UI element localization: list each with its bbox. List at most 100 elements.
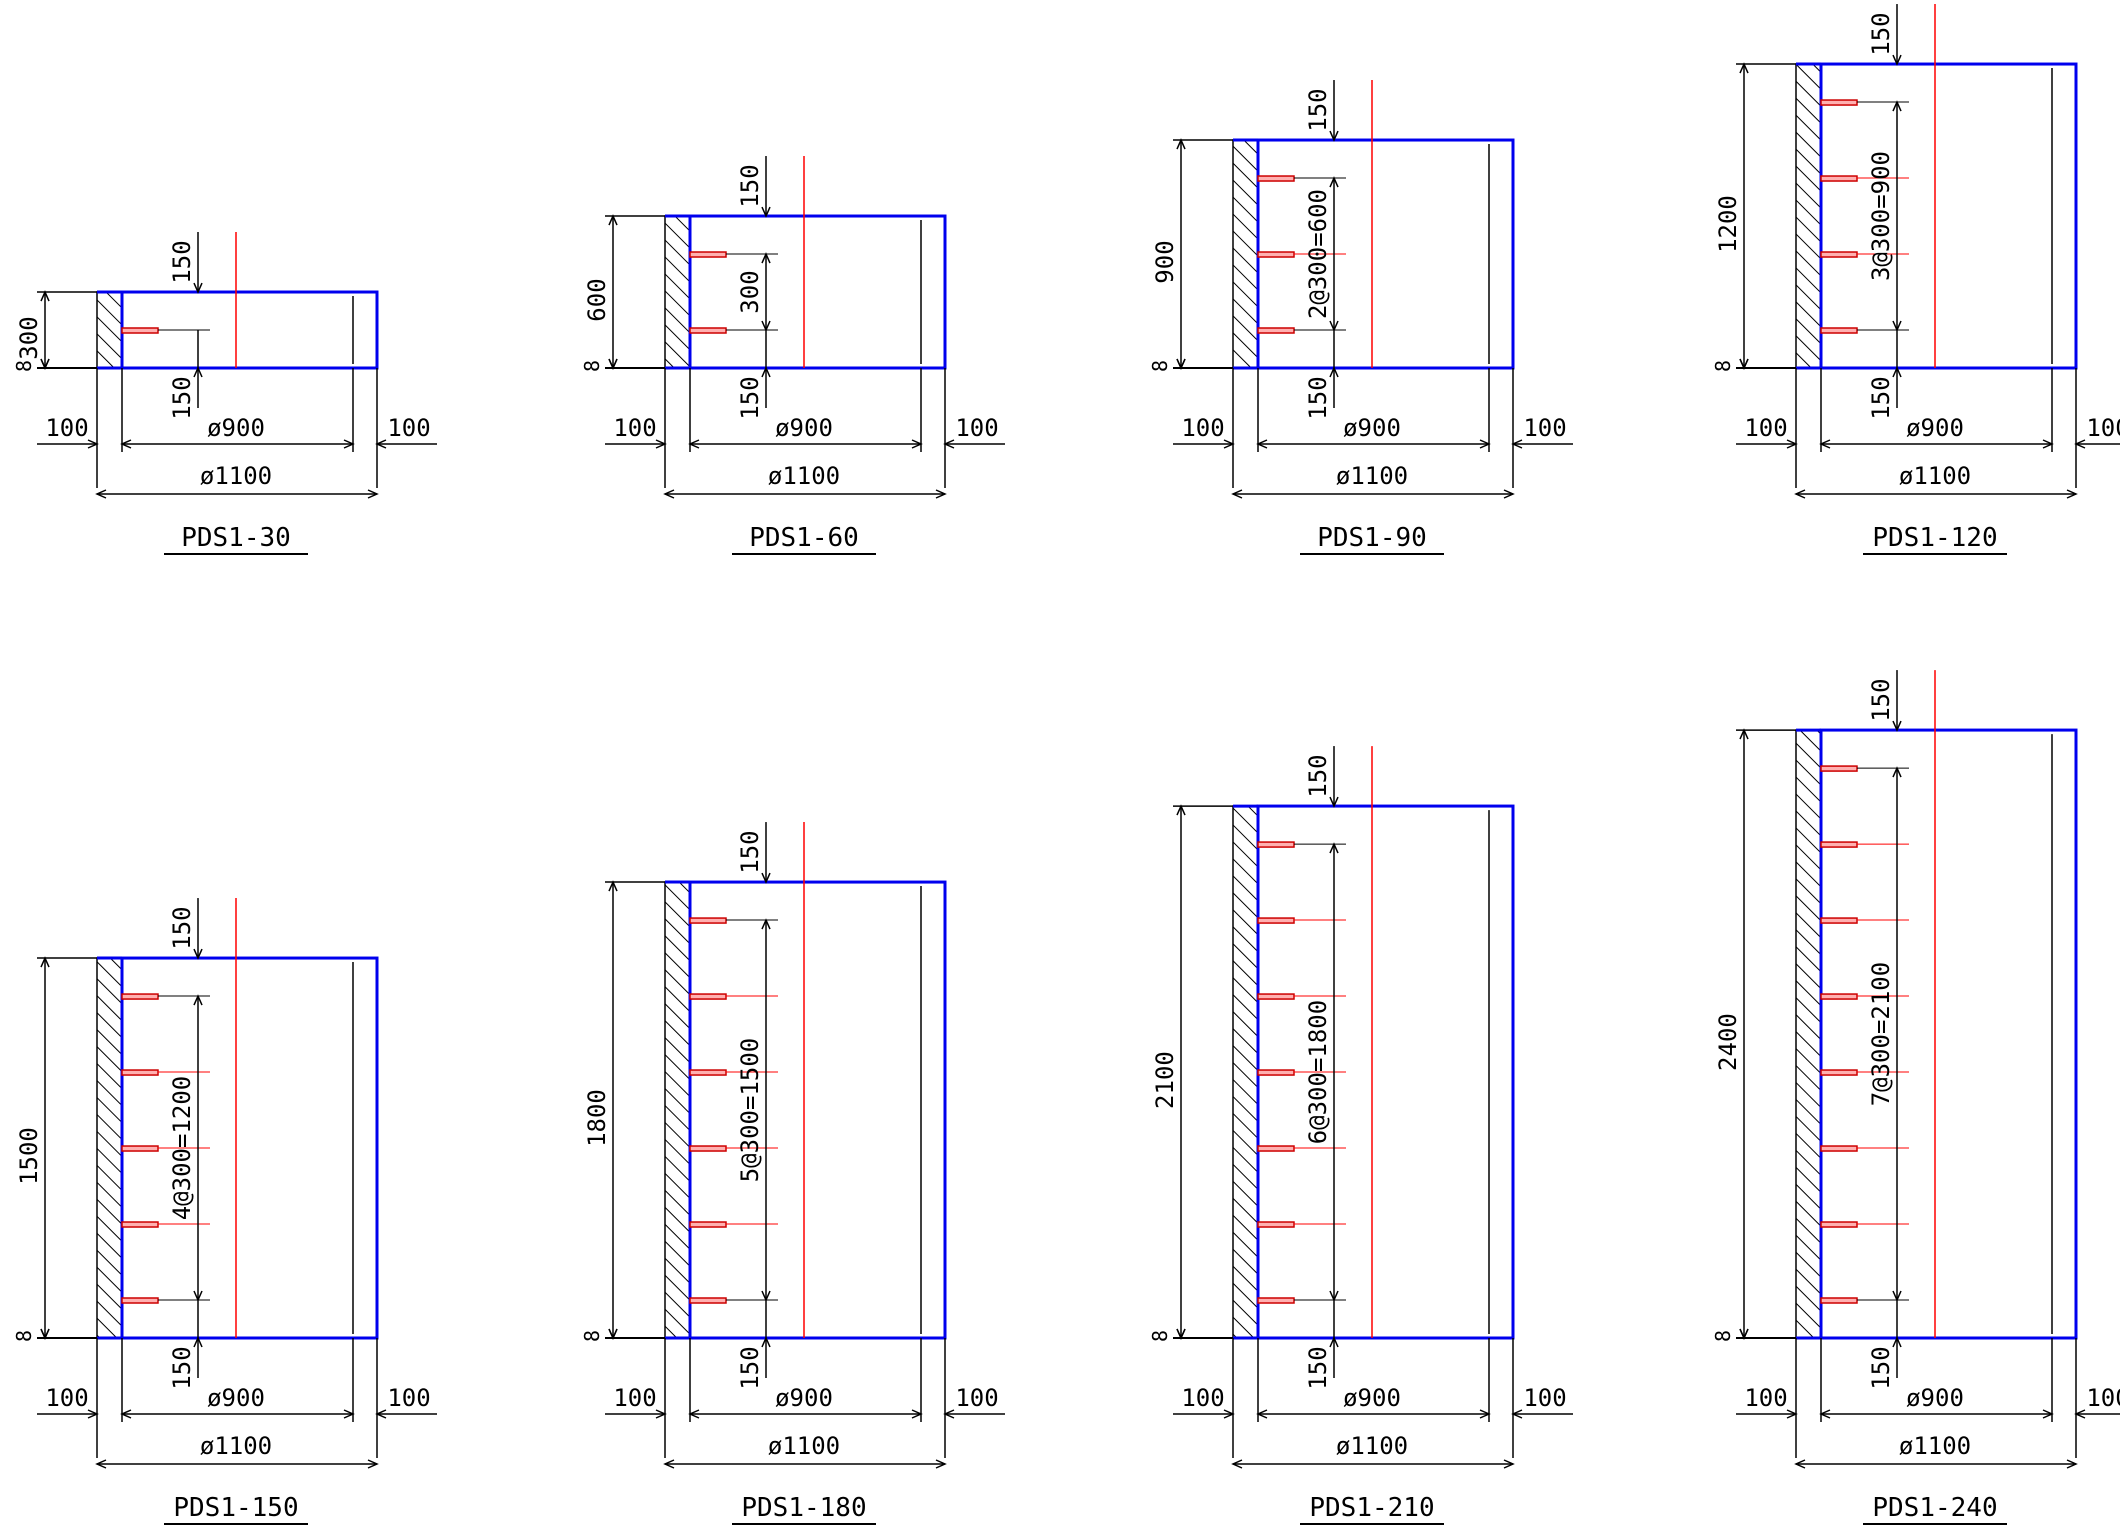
arrowhead: [655, 1409, 667, 1419]
cover-bottom-label: 150: [1304, 376, 1332, 419]
rebar-bar: [121, 1145, 159, 1152]
arrowhead: [1329, 176, 1339, 188]
arrowhead: [1794, 1459, 1806, 1469]
rebar-bar: [121, 1069, 159, 1076]
ring-outline: [1819, 728, 2078, 1340]
arrowhead: [1329, 1336, 1339, 1348]
section-pds1-210: 8 2100 150 6@300=1800 150 100 ø900 100 ø1100 PDS1…: [1148, 746, 1573, 1525]
arrowhead: [1739, 358, 1749, 370]
arrowhead: [761, 252, 771, 264]
arrowhead: [1892, 766, 1902, 778]
cover-top-label: 150: [1867, 678, 1895, 721]
arrowhead: [1786, 439, 1798, 449]
rebar-bar: [121, 993, 159, 1000]
arrowhead: [1231, 489, 1243, 499]
cover-bottom-label: 150: [1304, 1346, 1332, 1389]
inner-diameter-label: ø900: [775, 414, 833, 442]
arrowhead: [2074, 1409, 2086, 1419]
arrowhead: [40, 956, 50, 968]
base-offset-label: 8: [12, 360, 36, 372]
rebar-bar: [1820, 1145, 1858, 1152]
outer-diameter-label: ø1100: [1899, 1432, 1971, 1460]
arrowhead: [343, 439, 355, 449]
arrowhead: [761, 918, 771, 930]
arrowhead: [608, 1328, 618, 1340]
outer-diameter-label: ø1100: [768, 1432, 840, 1460]
wall-right-label: 100: [955, 414, 998, 442]
rebar-bar: [689, 993, 727, 1000]
rebar-bar: [1257, 917, 1295, 924]
rebar-bar: [1820, 765, 1858, 772]
outer-diameter-label: ø1100: [768, 462, 840, 490]
rebar-bar: [689, 1069, 727, 1076]
outer-diameter-label: ø1100: [1336, 462, 1408, 490]
inner-diameter-label: ø900: [775, 1384, 833, 1412]
height-label: 2400: [1714, 1013, 1742, 1071]
rebar-bar: [1257, 993, 1295, 1000]
spacing-label: 4@300=1200: [168, 1076, 196, 1221]
arrowhead: [120, 1409, 132, 1419]
arrowhead: [193, 948, 203, 960]
arrowhead: [1329, 130, 1339, 142]
arrowhead: [1892, 100, 1902, 112]
base-offset-label: 8: [580, 1330, 604, 1342]
outer-diameter-label: ø1100: [1899, 462, 1971, 490]
rebar-bar: [1257, 175, 1295, 182]
arrowhead: [2066, 1459, 2078, 1469]
wall-left-label: 100: [1744, 1384, 1787, 1412]
section-title: PDS1-90: [1317, 523, 1427, 553]
rebar-bar: [1257, 251, 1295, 258]
arrowhead: [1739, 728, 1749, 740]
arrowhead: [87, 439, 99, 449]
arrowhead: [1892, 366, 1902, 378]
arrowhead: [1176, 1328, 1186, 1340]
arrowhead: [193, 994, 203, 1006]
arrowhead: [375, 439, 387, 449]
inner-diameter-label: ø900: [207, 414, 265, 442]
arrowhead: [193, 282, 203, 294]
section-title: PDS1-60: [749, 523, 859, 553]
cover-top-label: 150: [1304, 88, 1332, 131]
ring-outline: [688, 880, 947, 1340]
rebar-bar: [1820, 993, 1858, 1000]
rebar-bar: [1257, 327, 1295, 334]
base-offset-label: 8: [580, 360, 604, 372]
arrowhead: [943, 1409, 955, 1419]
arrowhead: [608, 358, 618, 370]
arrowhead: [761, 1336, 771, 1348]
wall-left-label: 100: [613, 1384, 656, 1412]
cover-bottom-label: 150: [736, 376, 764, 419]
section-pds1-60: 8 600 150 300 150 100 ø900 100 ø1100 PDS1-60: [580, 156, 1005, 555]
arrowhead: [761, 366, 771, 378]
arrowhead: [1479, 439, 1491, 449]
arrowhead: [911, 439, 923, 449]
cover-top-label: 150: [168, 240, 196, 283]
wall-right-label: 100: [387, 414, 430, 442]
arrowhead: [2074, 439, 2086, 449]
arrowhead: [367, 489, 379, 499]
arrowhead: [193, 1336, 203, 1348]
arrowhead: [40, 290, 50, 302]
arrowhead: [1739, 62, 1749, 74]
wall-hatch: [664, 881, 691, 1339]
arrowhead: [1503, 1459, 1515, 1469]
arrowhead: [608, 214, 618, 226]
section-title: PDS1-150: [173, 1493, 298, 1523]
arrowhead: [87, 1409, 99, 1419]
rebar-bar: [689, 327, 727, 334]
arrowhead: [1256, 1409, 1268, 1419]
outer-diameter-label: ø1100: [200, 462, 272, 490]
arrowhead: [193, 366, 203, 378]
rebar-bar: [121, 1221, 159, 1228]
cover-bottom-label: 150: [1867, 1346, 1895, 1389]
rebar-bar: [689, 917, 727, 924]
arrowhead: [2042, 439, 2054, 449]
arrowhead: [1503, 489, 1515, 499]
cover-top-label: 150: [168, 906, 196, 949]
rebar-bar: [1257, 1221, 1295, 1228]
rebar-bar: [1820, 1221, 1858, 1228]
arrowhead: [1786, 1409, 1798, 1419]
arrowhead: [40, 1328, 50, 1340]
arrowhead: [343, 1409, 355, 1419]
